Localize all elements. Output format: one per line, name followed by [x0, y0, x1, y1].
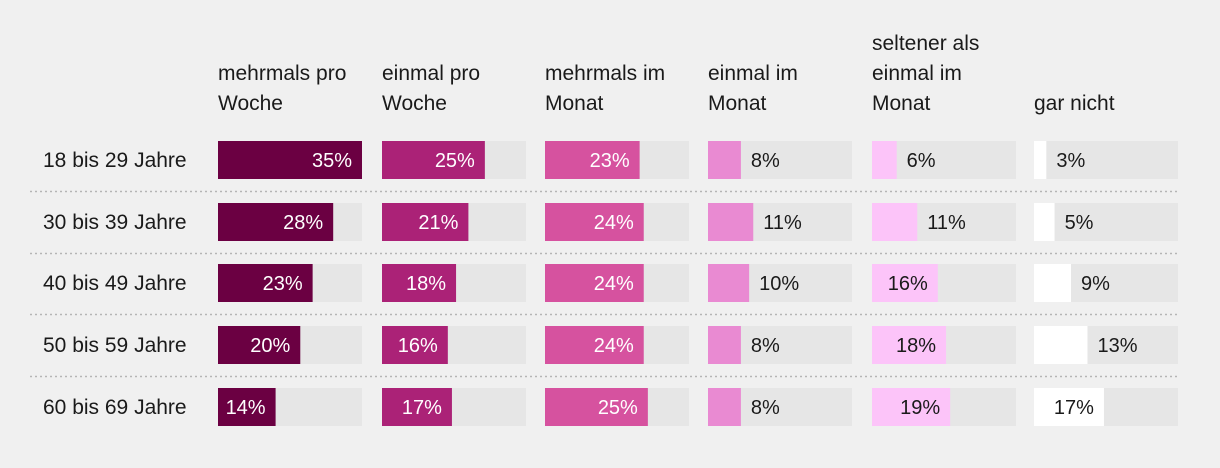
value-label: 8% — [751, 150, 780, 172]
value-label: 9% — [1081, 273, 1110, 295]
row-label-2: 30 bis 39 Jahre — [43, 211, 187, 234]
value-label: 24% — [594, 212, 634, 234]
value-label: 25% — [598, 397, 638, 419]
row-label-5: 60 bis 69 Jahre — [43, 396, 187, 419]
column-header-5: seltener als einmal im Monat — [872, 32, 979, 115]
column-headers: mehrmals pro Woche einmal pro Woche mehrmals… — [218, 32, 1115, 115]
value-label: 35% — [312, 150, 352, 172]
value-label: 8% — [751, 397, 780, 419]
value-label: 19% — [900, 397, 940, 419]
row-separators — [30, 190, 1178, 378]
bar — [382, 141, 485, 179]
bar — [382, 203, 469, 241]
bar — [545, 326, 644, 364]
value-label: 23% — [590, 150, 630, 172]
value-label: 18% — [406, 273, 446, 295]
row-label-4: 50 bis 59 Jahre — [43, 334, 187, 357]
row-label-3: 40 bis 49 Jahre — [43, 272, 187, 295]
value-label: 20% — [250, 335, 290, 357]
bar-track — [1034, 203, 1178, 241]
value-label: 28% — [283, 212, 323, 234]
bars: 35% 28% 23% 20% 14% 25% 21% 18% 16% 17% 23% 24% 24% 2… — [218, 141, 1178, 426]
bar — [872, 264, 938, 302]
bar — [1034, 203, 1055, 241]
value-label: 6% — [907, 150, 936, 172]
bar — [545, 141, 640, 179]
value-label: 24% — [594, 273, 634, 295]
bar — [1034, 264, 1072, 302]
column-header-2: einmal pro Woche — [382, 62, 480, 115]
column-header-1: mehrmals pro Woche — [218, 62, 346, 115]
bar — [708, 264, 750, 302]
value-label: 17% — [402, 397, 442, 419]
value-label: 24% — [594, 335, 634, 357]
bar — [872, 141, 897, 179]
value-label: 14% — [226, 397, 266, 419]
value-label: 8% — [751, 335, 780, 357]
bar — [218, 203, 334, 241]
bar — [1034, 388, 1104, 426]
value-label: 11% — [763, 212, 802, 234]
bar — [218, 388, 276, 426]
bar — [708, 388, 741, 426]
value-label: 16% — [888, 273, 928, 295]
value-label: 18% — [896, 335, 936, 357]
bar — [872, 203, 918, 241]
value-label: 16% — [398, 335, 438, 357]
bar — [218, 141, 362, 179]
bar — [872, 326, 947, 364]
value-label: 17% — [1054, 397, 1094, 419]
value-label: 25% — [435, 150, 475, 172]
column-header-4: einmal im Monat — [708, 62, 798, 115]
bar — [708, 141, 741, 179]
bar — [382, 264, 457, 302]
bar — [218, 264, 313, 302]
column-header-6: gar nicht — [1034, 92, 1115, 115]
value-label: 13% — [1097, 335, 1137, 357]
column-header-3: mehrmals im Monat — [545, 62, 665, 115]
bar — [708, 203, 754, 241]
row-label-1: 18 bis 29 Jahre — [43, 149, 187, 172]
bar — [218, 326, 301, 364]
bar — [545, 203, 644, 241]
value-label: 10% — [759, 273, 799, 295]
value-label: 21% — [418, 212, 458, 234]
bar — [545, 388, 648, 426]
bar — [545, 264, 644, 302]
bar — [382, 326, 448, 364]
bar-track — [1034, 141, 1178, 179]
value-label: 11% — [927, 212, 966, 234]
bar — [382, 388, 452, 426]
value-label: 5% — [1065, 212, 1094, 234]
row-labels: 18 bis 29 Jahre 30 bis 39 Jahre 40 bis 49 … — [43, 149, 187, 419]
bar — [1034, 326, 1088, 364]
bar — [872, 388, 951, 426]
bar — [708, 326, 741, 364]
value-label: 3% — [1056, 150, 1085, 172]
value-label: 23% — [263, 273, 303, 295]
bar — [1034, 141, 1047, 179]
